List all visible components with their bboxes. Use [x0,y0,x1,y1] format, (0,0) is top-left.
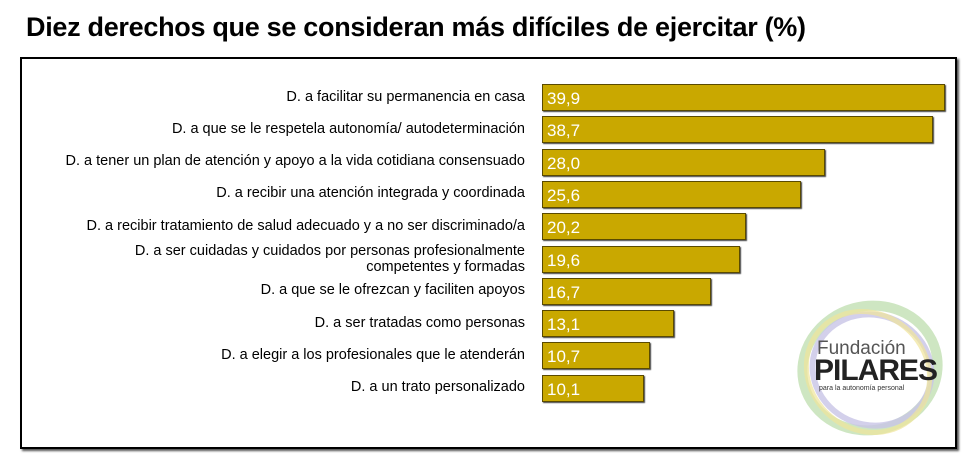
logo-text: para la autonomía personal [819,385,905,392]
category-label: D. a recibir una atención integrada y co… [216,185,525,202]
chart-title: Diez derechos que se consideran más difí… [26,12,806,42]
bar [542,374,644,402]
category-label: D. a ser tratadas como personas [314,314,525,331]
bar [542,213,747,241]
category-label: D. a recibir tratamiento de salud adecua… [86,217,525,234]
bar [542,116,933,144]
bar [542,342,651,370]
category-label: D. a tener un plan de atención y apoyo a… [65,153,526,170]
category-label: D. a facilitar su permanencia en casa [286,88,525,105]
data-label: 19,6 [547,250,581,270]
bar [542,84,945,111]
bar [542,180,801,208]
category-label: D. a que se le ofrezcan y faciliten apoy… [260,282,525,299]
logo-swirl-icon [797,300,943,436]
data-label: 25,6 [547,185,581,205]
data-label: 10,1 [547,379,581,399]
category-label: D. a elegir a los profesionales que le a… [221,346,525,363]
data-label: 38,7 [547,121,581,141]
bar [542,245,740,273]
category-label: D. a un trato personalizado [350,379,525,396]
bar [542,148,825,176]
data-label: 39,9 [547,89,581,108]
bar [542,277,711,305]
data-label: 10,7 [547,347,581,367]
category-label: D. a que se le respetela autonomía/ auto… [171,120,525,137]
logo-text: Fundación [817,338,906,359]
logo-text: PILARES [814,354,938,387]
bar [542,310,675,338]
data-label: 13,1 [547,315,581,335]
category-label: D. a ser cuidadas y cuidados por persona… [134,243,525,275]
data-label: 28,0 [547,153,581,173]
data-label: 16,7 [547,282,581,302]
chart-frame [20,57,957,449]
data-label: 20,2 [547,218,581,238]
fundacion-pilares-logo: Fundación PILARES para la autonomía pers… [790,290,950,450]
